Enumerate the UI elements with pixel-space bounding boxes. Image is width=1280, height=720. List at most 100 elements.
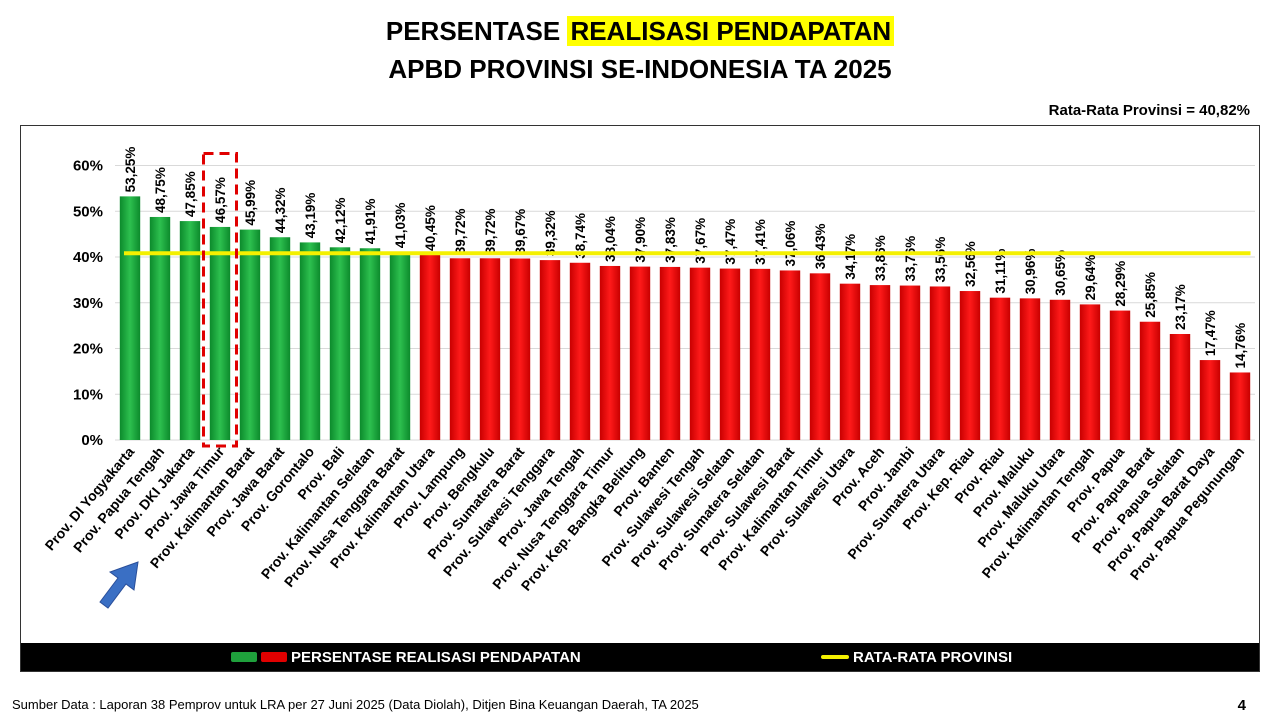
title-highlight: REALISASI PENDAPATAN [567, 16, 895, 46]
data-label: 31,11% [993, 249, 1008, 294]
bar [1199, 360, 1221, 440]
y-tick-label: 60% [73, 158, 103, 175]
data-label: 36,43% [813, 224, 828, 270]
data-label: 25,85% [1143, 272, 1158, 318]
data-label: 38,04% [603, 216, 618, 262]
data-label: 23,17% [1173, 284, 1188, 330]
bar [179, 221, 201, 440]
bar [749, 268, 771, 440]
title-prefix: PERSENTASE [385, 16, 568, 46]
legend-swatch-green [231, 652, 257, 662]
bar-chart: 0% 10% 20% 30% 40% 50% 60% 53,25% 48,75% 47,85% 4… [42, 147, 1255, 594]
bar [1169, 333, 1191, 440]
bar [329, 247, 351, 440]
chart-title-line1: PERSENTASE REALISASI PENDAPATAN [0, 16, 1280, 47]
bar [779, 270, 801, 440]
data-label: 38,74% [573, 213, 588, 259]
bar [809, 273, 831, 440]
data-label: 34,17% [843, 234, 858, 280]
page-number: 4 [1237, 697, 1246, 714]
data-label: 28,29% [1113, 261, 1128, 307]
data-label: 39,72% [483, 208, 498, 254]
data-label: 37,67% [693, 218, 708, 264]
bar [479, 258, 501, 440]
data-label: 43,19% [303, 193, 318, 239]
legend-swatch-line [821, 655, 849, 659]
data-label: 14,76% [1233, 323, 1248, 369]
y-tick-label: 50% [73, 203, 103, 220]
bar [1229, 372, 1251, 440]
bar [389, 252, 411, 440]
average-note: Rata-Rata Provinsi = 40,82% [1048, 102, 1250, 119]
bar [1019, 298, 1041, 440]
legend: PERSENTASE REALISASI PENDAPATAN RATA-RAT… [21, 643, 1259, 671]
chart-title-line2: APBD PROVINSI SE-INDONESIA TA 2025 [388, 54, 892, 84]
data-label: 39,67% [513, 209, 528, 255]
data-label: 48,75% [153, 167, 168, 213]
bar [899, 285, 921, 440]
data-label: 45,99% [243, 180, 258, 226]
bar [659, 266, 681, 440]
data-label: 53,25% [123, 147, 138, 193]
bar [299, 242, 321, 440]
data-label: 41,91% [363, 198, 378, 244]
bar [269, 237, 291, 440]
bar [119, 196, 141, 440]
bar [149, 216, 171, 440]
data-label: 30,65% [1053, 250, 1068, 296]
bar [539, 260, 561, 440]
data-label: 32,56% [963, 241, 978, 287]
y-tick-label: 0% [81, 432, 103, 449]
data-label: 40,45% [423, 205, 438, 251]
data-label: 39,32% [543, 210, 558, 256]
bar [239, 229, 261, 440]
data-label: 37,47% [723, 219, 738, 265]
bar [1079, 304, 1101, 440]
bar [359, 248, 381, 440]
source-note: Sumber Data : Laporan 38 Pemprov untuk L… [12, 697, 699, 712]
highlight-box [202, 152, 238, 448]
data-label: 39,72% [453, 208, 468, 254]
bar [929, 286, 951, 440]
data-label: 17,47% [1203, 310, 1218, 356]
legend-item-bars: PERSENTASE REALISASI PENDAPATAN [231, 643, 581, 671]
data-label: 29,64% [1083, 255, 1098, 301]
y-tick-label: 40% [73, 249, 103, 266]
bar [509, 258, 531, 440]
bar [959, 291, 981, 440]
data-label: 30,96% [1023, 249, 1038, 295]
data-label: 33,56% [933, 237, 948, 283]
bar [839, 283, 861, 440]
data-label: 33,86% [873, 235, 888, 281]
data-label: 37,06% [783, 221, 798, 267]
legend-item-line: RATA-RATA PROVINSI [821, 643, 1012, 671]
data-label: 37,83% [663, 217, 678, 263]
data-label: 47,85% [183, 171, 198, 217]
y-tick-label: 20% [73, 341, 103, 358]
bar [1139, 321, 1161, 440]
data-label: 44,32% [273, 187, 288, 233]
legend-label-bars: PERSENTASE REALISASI PENDAPATAN [291, 648, 581, 666]
data-label: 37,41% [753, 219, 768, 265]
data-label: 33,76% [903, 236, 918, 282]
bar [569, 262, 591, 440]
bar [629, 266, 651, 440]
bar [689, 267, 711, 440]
bar [1109, 310, 1131, 440]
bar [869, 285, 891, 440]
bar [719, 268, 741, 440]
data-label: 46,57% [213, 177, 228, 223]
bar [419, 254, 441, 440]
legend-swatch-red [261, 652, 287, 662]
legend-label-line: RATA-RATA PROVINSI [853, 648, 1013, 666]
data-label: 42,12% [333, 198, 348, 244]
bar [449, 258, 471, 440]
bar [599, 265, 621, 440]
data-label: 41,03% [393, 202, 408, 248]
y-tick-label: 10% [73, 386, 103, 403]
bar [209, 226, 231, 440]
data-label: 37,90% [633, 217, 648, 263]
bar [989, 297, 1011, 440]
bar [1049, 299, 1071, 440]
y-tick-label: 30% [73, 295, 103, 312]
